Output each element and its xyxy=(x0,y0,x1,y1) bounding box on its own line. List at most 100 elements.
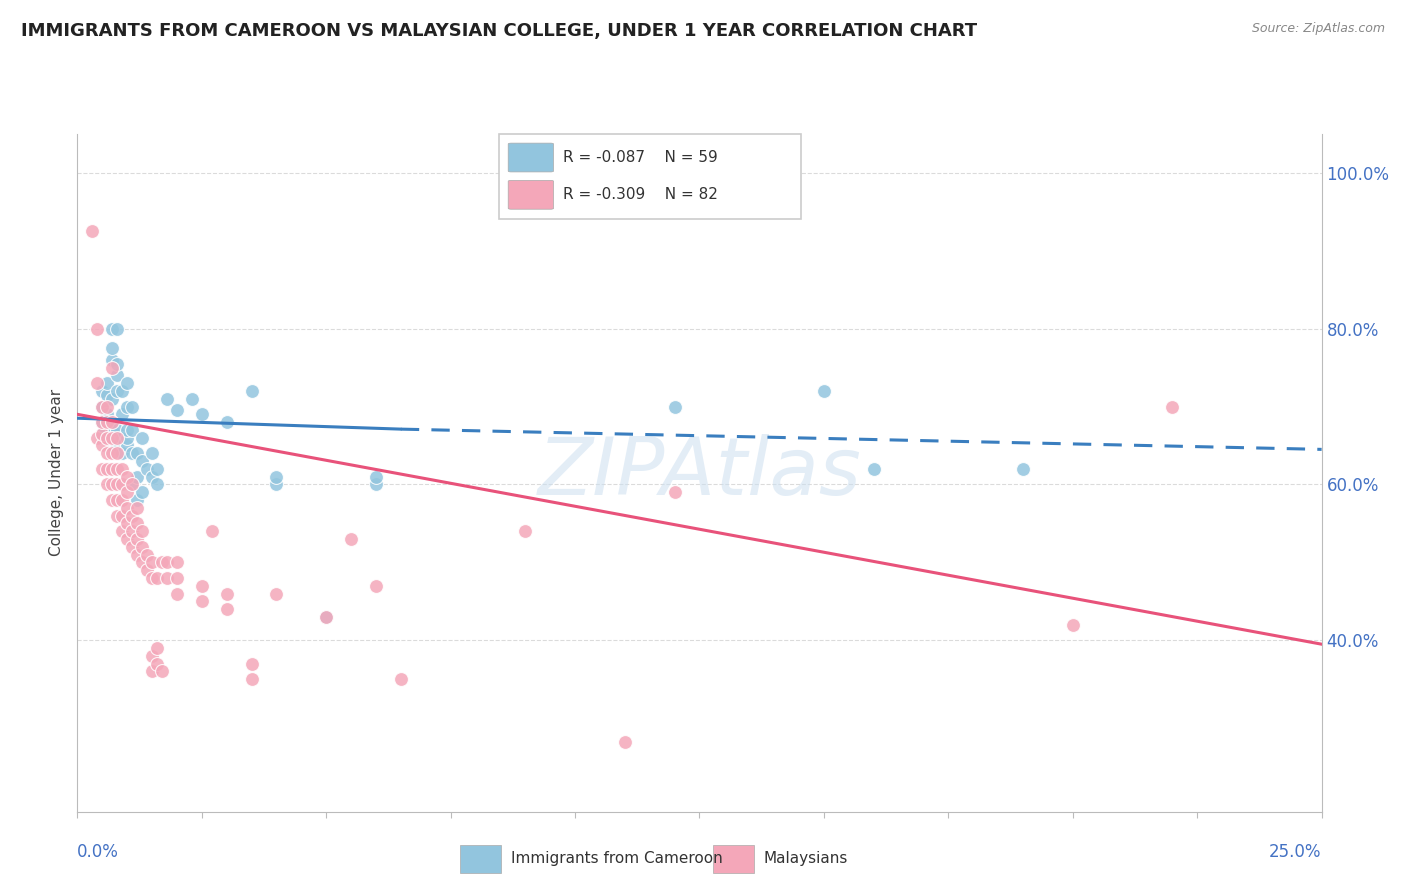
Point xyxy=(156,571,179,585)
Point xyxy=(101,352,124,367)
Point xyxy=(96,400,118,414)
Point xyxy=(266,477,288,491)
Text: IMMIGRANTS FROM CAMEROON VS MALAYSIAN COLLEGE, UNDER 1 YEAR CORRELATION CHART: IMMIGRANTS FROM CAMEROON VS MALAYSIAN CO… xyxy=(21,22,977,40)
Bar xyxy=(460,845,501,872)
Point xyxy=(91,426,114,441)
Point xyxy=(340,532,363,546)
Point xyxy=(105,446,128,460)
Point xyxy=(131,555,153,569)
Point xyxy=(105,384,128,398)
Point xyxy=(111,508,134,523)
Point xyxy=(96,446,118,460)
Point xyxy=(240,672,263,686)
Point xyxy=(191,407,214,421)
Point xyxy=(146,657,169,671)
Point xyxy=(96,462,118,476)
Point xyxy=(150,665,173,679)
Point xyxy=(191,594,214,608)
Point xyxy=(146,641,169,656)
Point xyxy=(146,462,169,476)
Point xyxy=(131,431,153,445)
Point xyxy=(141,648,163,663)
Point xyxy=(121,508,143,523)
Point xyxy=(125,500,148,515)
Point xyxy=(115,431,138,445)
Point xyxy=(105,438,128,452)
Point xyxy=(166,555,188,569)
Point xyxy=(115,376,138,391)
Point xyxy=(101,360,124,375)
Point xyxy=(91,438,114,452)
Point xyxy=(146,571,169,585)
Point xyxy=(266,469,288,483)
Point xyxy=(131,524,153,539)
Point xyxy=(125,493,148,508)
Point xyxy=(111,462,134,476)
Point xyxy=(96,477,118,491)
Point xyxy=(91,384,114,398)
Point xyxy=(105,493,128,508)
Point xyxy=(266,586,288,600)
Point xyxy=(96,431,118,445)
Point xyxy=(115,400,138,414)
Point xyxy=(240,384,263,398)
Text: Immigrants from Cameroon: Immigrants from Cameroon xyxy=(510,851,723,866)
Point xyxy=(156,555,179,569)
Point xyxy=(86,321,108,335)
Point xyxy=(105,477,128,491)
Text: ZIPAtlas: ZIPAtlas xyxy=(537,434,862,512)
Point xyxy=(121,477,143,491)
Point xyxy=(166,571,188,585)
Point xyxy=(141,446,163,460)
Point xyxy=(111,477,134,491)
Point xyxy=(136,548,159,562)
Y-axis label: College, Under 1 year: College, Under 1 year xyxy=(49,389,65,557)
Point xyxy=(141,571,163,585)
Point xyxy=(105,368,128,383)
Point xyxy=(121,540,143,554)
Point xyxy=(105,508,128,523)
Point xyxy=(96,388,118,402)
Point xyxy=(96,415,118,429)
FancyBboxPatch shape xyxy=(508,180,554,210)
Point xyxy=(131,454,153,468)
Point xyxy=(96,407,118,421)
Point xyxy=(86,376,108,391)
Point xyxy=(813,384,835,398)
Point xyxy=(105,431,128,445)
Point xyxy=(111,524,134,539)
Point xyxy=(1062,617,1084,632)
Point xyxy=(101,477,124,491)
FancyBboxPatch shape xyxy=(508,143,554,172)
Point xyxy=(121,423,143,437)
Point xyxy=(105,423,128,437)
Point xyxy=(105,357,128,371)
Point xyxy=(115,516,138,531)
Point xyxy=(166,586,188,600)
Point xyxy=(131,485,153,500)
Point xyxy=(364,469,387,483)
Point xyxy=(150,555,173,569)
Point xyxy=(96,376,118,391)
Point xyxy=(613,734,636,748)
Point xyxy=(156,392,179,406)
Text: R = -0.087    N = 59: R = -0.087 N = 59 xyxy=(562,150,717,165)
Point xyxy=(101,446,124,460)
Point xyxy=(141,469,163,483)
Point xyxy=(141,555,163,569)
Point xyxy=(91,400,114,414)
Bar xyxy=(713,845,754,872)
Point xyxy=(664,400,686,414)
Text: R = -0.309    N = 82: R = -0.309 N = 82 xyxy=(562,187,717,202)
Point xyxy=(664,485,686,500)
Point xyxy=(91,426,114,441)
Point xyxy=(146,477,169,491)
Point xyxy=(115,469,138,483)
Point xyxy=(240,657,263,671)
Point xyxy=(101,423,124,437)
Point xyxy=(101,321,124,335)
Point xyxy=(101,431,124,445)
Point xyxy=(111,431,134,445)
Point xyxy=(125,548,148,562)
Point xyxy=(91,415,114,429)
